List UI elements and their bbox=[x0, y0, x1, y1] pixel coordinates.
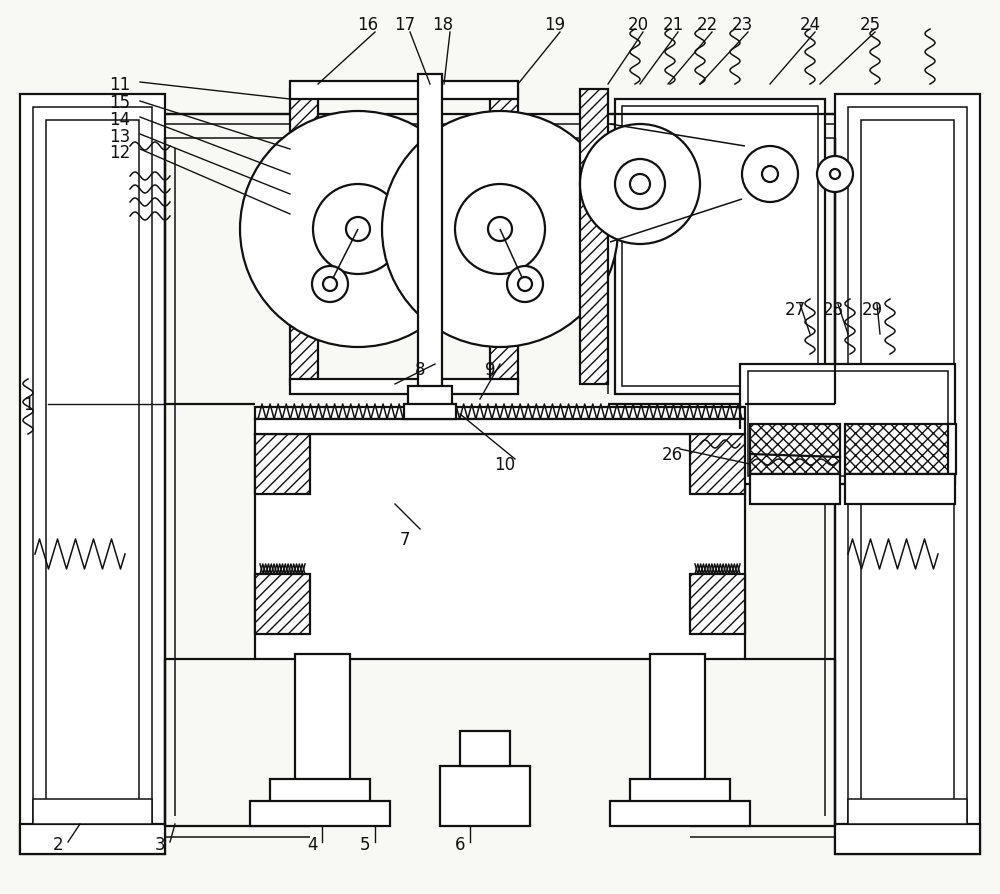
Bar bbox=[848, 799, 967, 824]
Text: 27: 27 bbox=[784, 300, 806, 318]
Bar bbox=[690, 574, 745, 634]
Bar bbox=[861, 121, 954, 828]
Text: 3: 3 bbox=[155, 835, 165, 853]
Bar bbox=[835, 95, 980, 854]
Bar bbox=[440, 766, 530, 826]
Bar bbox=[290, 82, 518, 100]
Bar bbox=[20, 824, 165, 854]
Bar bbox=[46, 121, 139, 828]
Text: 5: 5 bbox=[360, 835, 370, 853]
Text: 12: 12 bbox=[109, 144, 131, 162]
Circle shape bbox=[615, 160, 665, 210]
Text: 16: 16 bbox=[357, 16, 379, 34]
Circle shape bbox=[240, 112, 476, 348]
Bar bbox=[580, 90, 608, 384]
Bar bbox=[845, 475, 955, 504]
Bar bbox=[33, 108, 152, 841]
Text: 20: 20 bbox=[627, 16, 649, 34]
Bar bbox=[255, 574, 310, 634]
Bar bbox=[650, 654, 705, 784]
Text: 29: 29 bbox=[861, 300, 883, 318]
Bar bbox=[610, 801, 750, 826]
Text: 22: 22 bbox=[696, 16, 718, 34]
Bar bbox=[748, 372, 948, 477]
Bar bbox=[848, 108, 967, 841]
Text: 25: 25 bbox=[859, 16, 881, 34]
Text: 15: 15 bbox=[109, 94, 131, 112]
Bar bbox=[630, 780, 730, 804]
Text: 2: 2 bbox=[53, 835, 63, 853]
Text: 13: 13 bbox=[109, 128, 131, 146]
Bar bbox=[290, 90, 318, 384]
Circle shape bbox=[742, 147, 798, 203]
Circle shape bbox=[580, 125, 700, 245]
Circle shape bbox=[762, 167, 778, 182]
Bar bbox=[404, 405, 456, 419]
Circle shape bbox=[630, 175, 650, 195]
Text: 17: 17 bbox=[394, 16, 416, 34]
Circle shape bbox=[382, 112, 618, 348]
Bar bbox=[20, 95, 165, 854]
Bar bbox=[255, 434, 745, 659]
Circle shape bbox=[518, 278, 532, 291]
Circle shape bbox=[830, 170, 840, 180]
Bar bbox=[255, 419, 745, 434]
Text: 18: 18 bbox=[432, 16, 454, 34]
Circle shape bbox=[312, 266, 348, 303]
Bar bbox=[33, 799, 152, 824]
Bar bbox=[290, 380, 518, 394]
Text: 23: 23 bbox=[731, 16, 753, 34]
Text: 9: 9 bbox=[485, 360, 495, 378]
Bar bbox=[255, 434, 310, 494]
Text: 4: 4 bbox=[307, 835, 317, 853]
Bar bbox=[270, 780, 370, 804]
Bar bbox=[418, 75, 442, 394]
Text: 28: 28 bbox=[822, 300, 844, 318]
Bar bbox=[740, 365, 955, 485]
Bar bbox=[250, 801, 390, 826]
Text: 19: 19 bbox=[544, 16, 566, 34]
Text: 26: 26 bbox=[661, 445, 683, 463]
Text: 14: 14 bbox=[109, 111, 131, 129]
Circle shape bbox=[313, 185, 403, 274]
Bar bbox=[690, 434, 745, 494]
Bar bbox=[615, 100, 825, 394]
Circle shape bbox=[817, 156, 853, 193]
Bar bbox=[750, 475, 840, 504]
Text: 8: 8 bbox=[415, 360, 425, 378]
Circle shape bbox=[488, 218, 512, 241]
Bar bbox=[835, 824, 980, 854]
Bar bbox=[408, 386, 452, 407]
Text: 11: 11 bbox=[109, 76, 131, 94]
Bar bbox=[255, 408, 745, 419]
Bar bbox=[845, 425, 950, 475]
Text: 21: 21 bbox=[662, 16, 684, 34]
Bar bbox=[460, 731, 510, 766]
Circle shape bbox=[507, 266, 543, 303]
Bar bbox=[750, 425, 840, 475]
Text: 6: 6 bbox=[455, 835, 465, 853]
Bar bbox=[622, 107, 818, 386]
Text: 24: 24 bbox=[799, 16, 821, 34]
Circle shape bbox=[346, 218, 370, 241]
Text: 10: 10 bbox=[494, 455, 516, 474]
Bar bbox=[295, 654, 350, 784]
Text: 1: 1 bbox=[23, 395, 33, 414]
Text: 7: 7 bbox=[400, 530, 410, 548]
Bar bbox=[948, 425, 956, 475]
Bar bbox=[490, 90, 518, 384]
Circle shape bbox=[455, 185, 545, 274]
Circle shape bbox=[323, 278, 337, 291]
